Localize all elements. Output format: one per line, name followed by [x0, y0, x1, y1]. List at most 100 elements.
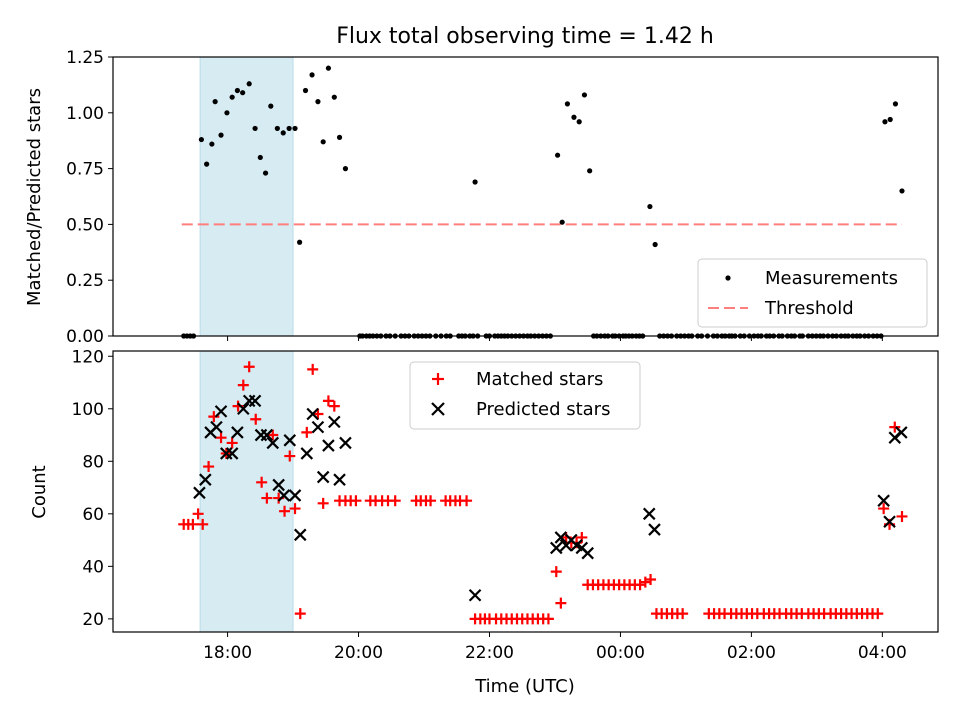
predicted-star-point: [288, 489, 302, 502]
predicted-star-point: [277, 489, 291, 502]
legend-threshold-label: Threshold: [764, 298, 854, 319]
matched-star-point: [243, 361, 255, 373]
measurement-point: [336, 134, 343, 140]
measurement-point: [224, 110, 230, 116]
top-y-tick-label: 0.75: [66, 160, 104, 180]
measurement-point: [212, 99, 218, 105]
measurement-point: [331, 94, 337, 100]
predicted-star-point: [642, 507, 656, 521]
measurement-point: [257, 154, 263, 161]
top-legend-box: [697, 258, 928, 328]
bottom-legend-box: [409, 361, 641, 430]
predicted-star-point: [193, 486, 206, 500]
matched-star-point: [301, 426, 313, 438]
measurement-point: [297, 239, 303, 245]
measurement-point: [892, 101, 899, 107]
matched-star-point: [634, 579, 646, 591]
measurement-point: [882, 119, 888, 125]
measurement-point: [280, 130, 286, 136]
measurement-point: [576, 119, 582, 125]
matched-star-point: [542, 613, 554, 625]
measurement-point: [652, 241, 658, 248]
matched-star-point: [645, 573, 657, 585]
top-axes-frame: [112, 56, 939, 337]
top-y-tick-label: 1.25: [66, 48, 104, 68]
matched-star-point: [250, 413, 262, 425]
x-tick-label: 20:00: [334, 643, 383, 663]
measurement-point: [887, 116, 893, 123]
predicted-star-point: [468, 588, 482, 602]
predicted-star-point: [316, 470, 330, 484]
predicted-star-point: [554, 531, 568, 544]
measurement-point: [302, 87, 309, 94]
measurement-point: [320, 139, 326, 145]
predicted-star-point: [283, 434, 297, 447]
chart-title: Flux total observing time = 1.42 h: [336, 24, 714, 49]
measurement-point: [262, 170, 269, 176]
predicted-star-point: [293, 528, 307, 542]
measurement-point: [309, 72, 315, 78]
measurement-point: [292, 125, 298, 132]
measurement-point: [899, 188, 905, 194]
bottom-y-tick-label: 60: [82, 505, 104, 525]
predicted-star-point: [225, 447, 239, 460]
x-tick-label: 04:00: [858, 643, 907, 663]
measurement-point: [209, 141, 215, 147]
legend-predicted-label: Predicted stars: [476, 399, 610, 420]
measurement-point: [587, 168, 593, 174]
matched-star-points: [178, 361, 908, 625]
predicted-star-point: [311, 420, 325, 434]
measurement-point: [325, 65, 332, 71]
predicted-star-point: [895, 426, 908, 439]
matched-star-point: [550, 566, 562, 578]
top-legend: Measurements Threshold: [697, 258, 928, 328]
predicted-star-point: [322, 439, 335, 452]
predicted-star-point: [877, 494, 890, 507]
predicted-star-point: [231, 426, 244, 439]
predicted-star-point: [210, 420, 223, 434]
measurement-point: [204, 161, 210, 167]
bottom-y-tick-label: 100: [72, 400, 104, 420]
measurement-point: [268, 103, 274, 109]
bottom-y-tick-label: 80: [82, 452, 104, 472]
bottom-y-ticks: 20 40 60 80 100 120: [72, 347, 113, 630]
matched-star-point: [639, 576, 651, 588]
top-panel: 0.00 0.25 0.50 0.75 1.00 1.25 Matched/Predict…: [24, 48, 939, 347]
predicted-star-point: [214, 405, 228, 418]
legend-measurements-marker: [725, 275, 731, 281]
legend-matched-marker: [432, 373, 444, 385]
matched-star-point: [284, 450, 296, 462]
measurement-points: [198, 65, 905, 248]
matched-star-point: [203, 461, 215, 473]
matched-star-point: [261, 492, 273, 504]
x-tick-label: 18:00: [203, 643, 252, 663]
matched-star-point: [322, 395, 334, 407]
measurement-point: [252, 125, 258, 132]
x-tick-label: 02:00: [727, 643, 776, 663]
predicted-star-point: [272, 478, 285, 492]
measurement-point: [240, 90, 246, 96]
bottom-y-axis-label: Count: [29, 465, 50, 518]
matched-star-point: [896, 510, 908, 522]
predicted-star-point: [549, 541, 563, 555]
bottom-y-tick-label: 40: [82, 557, 104, 577]
matched-star-point: [267, 429, 279, 441]
matched-star-point: [279, 505, 291, 517]
predicted-star-points: [193, 394, 908, 602]
measurement-point: [198, 136, 204, 143]
top-x-ticks: [227, 336, 883, 341]
matched-star-point: [312, 408, 324, 420]
predicted-star-point: [648, 523, 661, 536]
top-y-tick-label: 1.00: [66, 104, 104, 124]
matched-star-point: [555, 597, 567, 609]
measurement-point: [342, 166, 349, 172]
top-y-tick-label: 0.25: [66, 271, 104, 291]
measurement-point: [286, 125, 292, 132]
bottom-legend: Matched stars Predicted stars: [409, 361, 641, 430]
predicted-star-point: [248, 394, 262, 408]
matched-star-point: [872, 608, 884, 620]
bottom-panel: 20 40 60 80 100 120 18:00 20:00 22:00 00:00 02:00…: [29, 347, 939, 697]
predicted-star-point: [328, 415, 341, 429]
measurement-point: [564, 101, 571, 107]
legend-matched-label: Matched stars: [476, 369, 603, 390]
